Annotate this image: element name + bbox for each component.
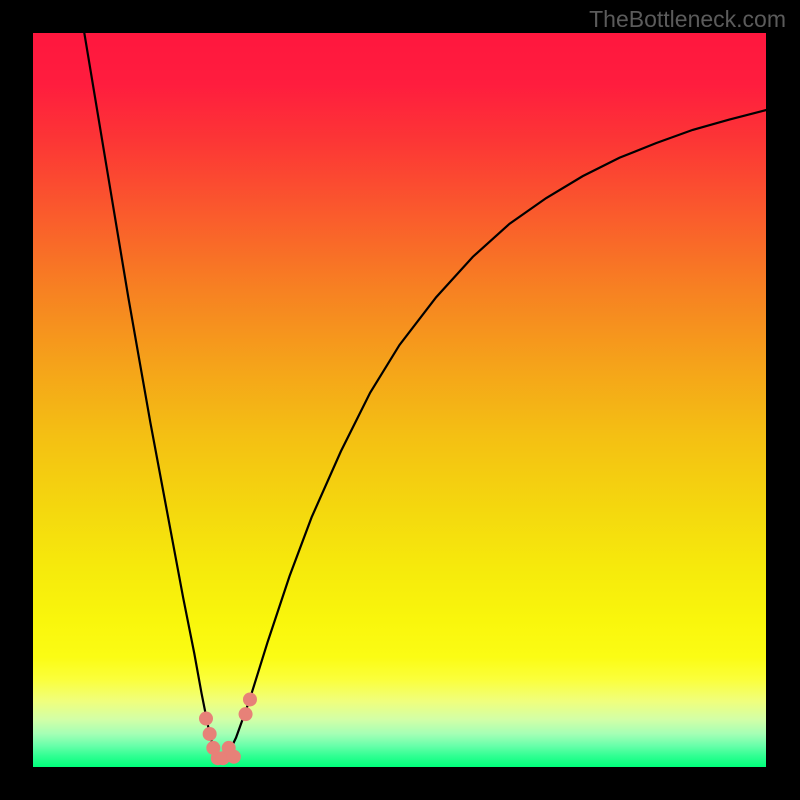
watermark-label: TheBottleneck.com: [589, 6, 786, 33]
marker-dot: [203, 727, 217, 741]
marker-dot: [199, 712, 213, 726]
marker-dot: [243, 692, 257, 706]
chart-svg: [33, 33, 766, 767]
stage: TheBottleneck.com: [0, 0, 800, 800]
marker-dot: [239, 707, 253, 721]
marker-dot: [227, 750, 241, 764]
chart-plot-area: [33, 33, 766, 767]
